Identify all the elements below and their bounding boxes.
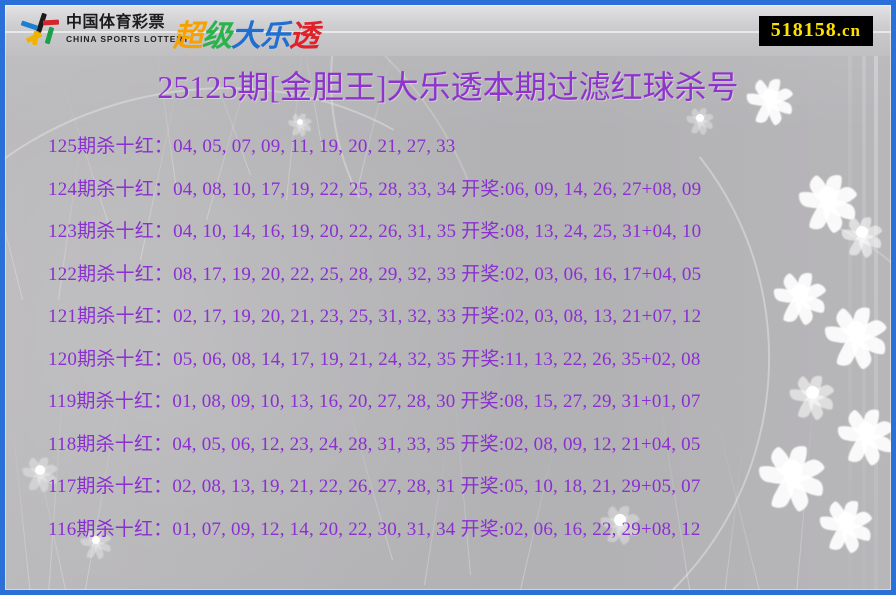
logo-title-cn: 中国体育彩票 [66,14,166,32]
lottery-emblem-icon [20,12,60,46]
row-kill-numbers: 04, 10, 14, 16, 19, 20, 22, 26, 31, 35 [173,221,457,242]
page-title: 25125期[金胆王]大乐透本期过滤红球杀号 [157,69,739,105]
row-kill-numbers: 02, 17, 19, 20, 21, 23, 25, 31, 32, 33 [173,306,457,327]
table-row: 123期杀十红：04, 10, 14, 16, 19, 20, 22, 26, … [48,211,882,254]
brand-char-5: 透 [289,20,319,53]
row-period-label: 121期杀十红： [48,306,174,327]
row-draw-result: 开奖:02, 06, 16, 22, 29+08, 12 [455,518,701,540]
watermark-tld: .cn [836,21,861,40]
row-period-label: 119期杀十红： [48,391,173,412]
site-watermark: 518158.cn [758,16,873,46]
row-kill-numbers: 01, 08, 09, 10, 13, 16, 20, 27, 28, 30 [172,391,456,412]
row-period-label: 124期杀十红： [48,178,174,200]
row-draw-result: 开奖:05, 10, 18, 21, 29+05, 07 [455,476,701,497]
sports-lottery-logo: 中国体育彩票 CHINA SPORTS LOTTERY [20,12,190,46]
table-row: 122期杀十红：08, 17, 19, 20, 22, 25, 28, 29, … [48,254,882,297]
brand-char-2: 级 [202,20,232,53]
row-period-label: 123期杀十红： [48,221,174,242]
row-kill-numbers: 01, 07, 09, 12, 14, 20, 22, 30, 31, 34 [172,518,456,540]
row-period-label: 120期杀十红： [48,348,174,370]
row-kill-numbers: 02, 08, 13, 19, 21, 22, 26, 27, 28, 31 [172,476,456,497]
row-period-label: 122期杀十红： [48,263,174,285]
brand-char-4: 乐 [260,20,290,53]
row-kill-numbers: 04, 08, 10, 17, 19, 22, 25, 28, 33, 34 [173,178,457,200]
frame-border-left [0,0,5,595]
row-draw-result: 开奖:08, 13, 24, 25, 31+04, 10 [456,221,702,242]
table-row: 120期杀十红：05, 06, 08, 14, 17, 19, 21, 24, … [48,339,882,382]
row-draw-result: 开奖:02, 03, 06, 16, 17+04, 05 [456,263,702,285]
table-row: 121期杀十红：02, 17, 19, 20, 21, 23, 25, 31, … [48,296,882,339]
row-draw-result: 开奖:02, 03, 08, 13, 21+07, 12 [456,306,702,327]
row-period-label: 118期杀十红： [48,433,173,455]
row-draw-result: 开奖:08, 15, 27, 29, 31+01, 07 [455,391,701,412]
brand-char-1: 超 [173,20,203,53]
site-header: 中国体育彩票 CHINA SPORTS LOTTERY 超级大乐透 518158… [5,5,891,56]
forecast-row-list: 125期杀十红：04, 05, 07, 09, 11, 19, 20, 21, … [48,126,882,551]
table-row: 124期杀十红：04, 08, 10, 17, 19, 22, 25, 28, … [48,169,882,212]
table-row: 125期杀十红：04, 05, 07, 09, 11, 19, 20, 21, … [48,126,882,169]
table-row: 119期杀十红：01, 08, 09, 10, 13, 16, 20, 27, … [48,381,882,424]
frame-border-bottom [0,590,896,595]
row-period-label: 116期杀十红： [48,518,173,540]
logo-title-en: CHINA SPORTS LOTTERY [66,33,190,44]
watermark-domain: 518158 [770,19,837,41]
row-kill-numbers: 08, 17, 19, 20, 22, 25, 28, 29, 32, 33 [173,263,457,285]
decor-grass-stroke [11,415,31,595]
table-row: 116期杀十红：01, 07, 09, 12, 14, 20, 22, 30, … [48,509,882,552]
row-draw-result: 开奖:02, 08, 09, 12, 21+04, 05 [455,433,701,455]
table-row: 118期杀十红：04, 05, 06, 12, 23, 24, 28, 31, … [48,424,882,467]
brand-char-3: 大 [231,20,261,53]
brand-super-lotto: 超级大乐透 [173,11,319,55]
row-kill-numbers: 04, 05, 06, 12, 23, 24, 28, 31, 33, 35 [172,433,456,455]
frame-border-right [891,0,896,595]
row-period-label: 125期杀十红： [48,136,174,157]
row-period-label: 117期杀十红： [48,476,173,497]
frame-border-top [0,0,896,5]
row-draw-result: 开奖:11, 13, 22, 26, 35+02, 08 [456,348,701,370]
row-kill-numbers: 04, 05, 07, 09, 11, 19, 20, 21, 27, 33 [173,136,456,157]
row-kill-numbers: 05, 06, 08, 14, 17, 19, 21, 24, 32, 35 [173,348,457,370]
table-row: 117期杀十红：02, 08, 13, 19, 21, 22, 26, 27, … [48,466,882,509]
logo-text-block: 中国体育彩票 CHINA SPORTS LOTTERY [66,14,190,44]
row-draw-result: 开奖:06, 09, 14, 26, 27+08, 09 [456,178,702,200]
